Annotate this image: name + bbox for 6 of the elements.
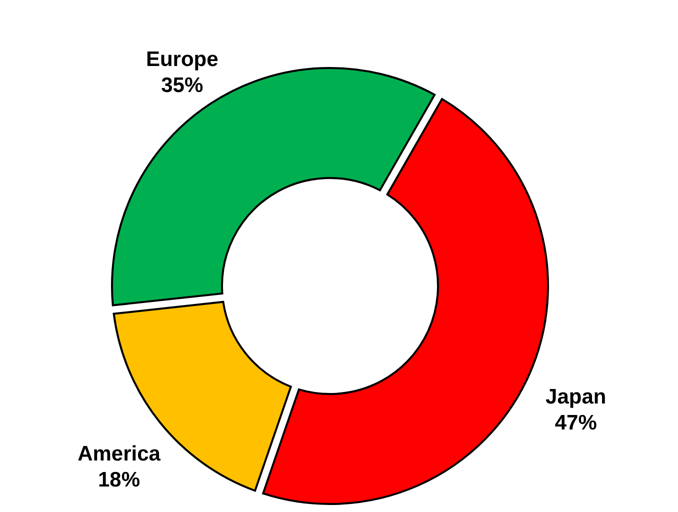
slice-label: Japan: [546, 386, 606, 409]
slice-label: America: [78, 442, 161, 466]
data-label: 35%: [161, 74, 204, 98]
data-label: 47%: [554, 412, 598, 435]
data-label: 18%: [98, 468, 140, 492]
slice-label: Europe: [146, 48, 218, 72]
